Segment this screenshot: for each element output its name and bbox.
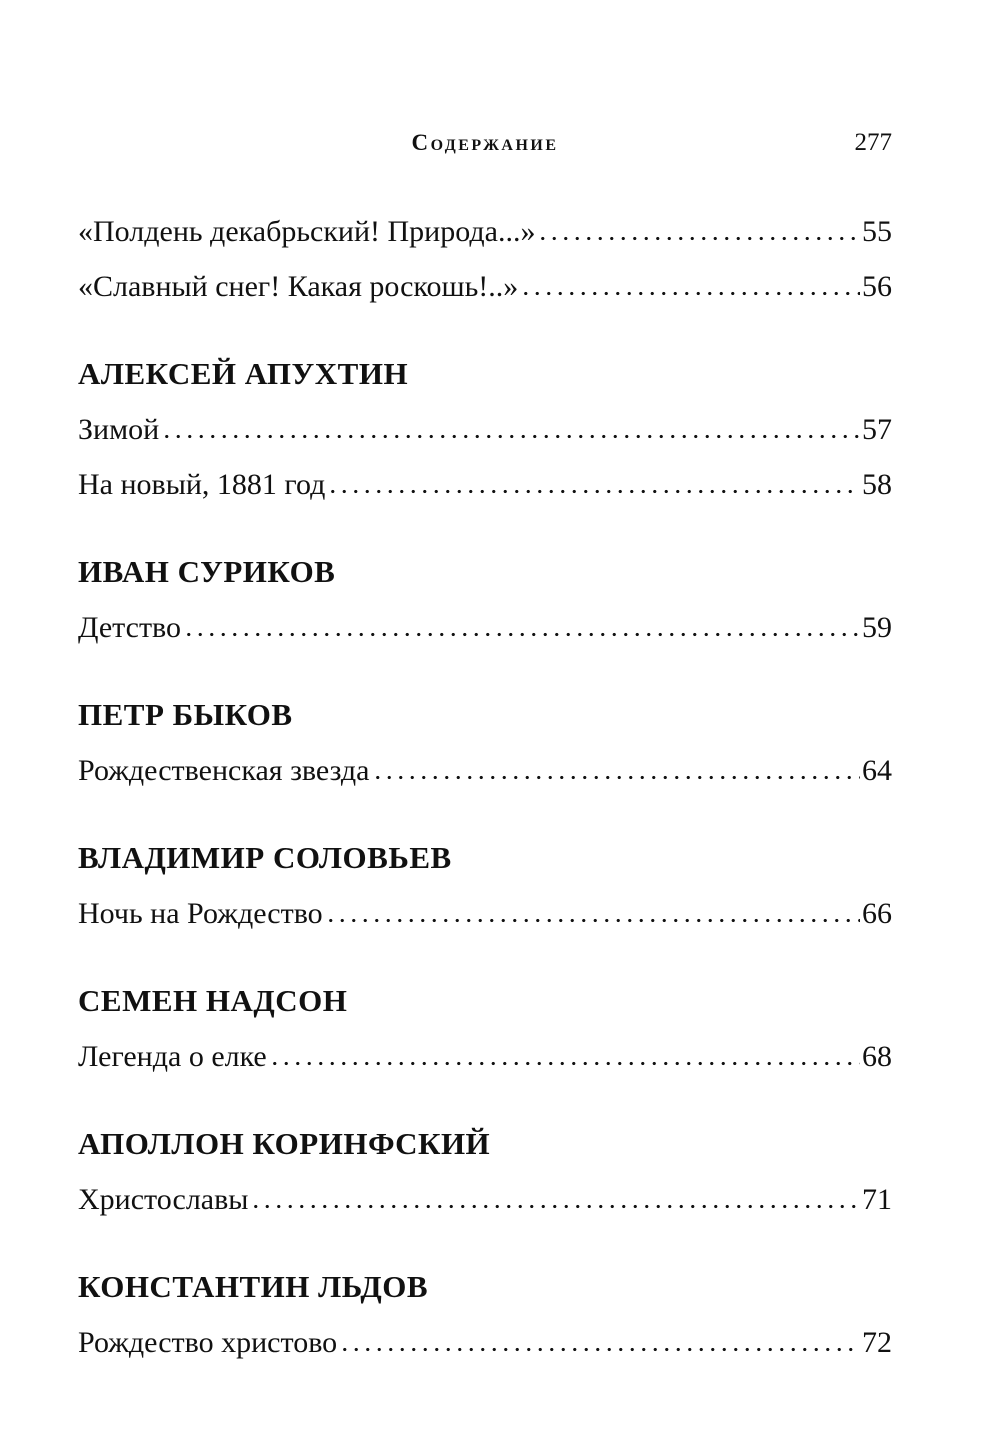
dot-leader <box>268 1046 860 1066</box>
toc-entry: «Славный снег! Какая роскошь!..» 56 <box>78 259 892 314</box>
entry-title: Зимой <box>78 413 160 446</box>
dot-leader <box>161 419 860 439</box>
toc-section: КОНСТАНТИН ЛЬДОВ Рождество христово 72 <box>78 1258 892 1370</box>
entry-page-number: 64 <box>862 754 892 787</box>
dot-leader <box>520 276 860 296</box>
toc-section: АПОЛЛОН КОРИНФСКИЙ Христославы 71 <box>78 1115 892 1227</box>
author-heading: СЕМЕН НАДСОН <box>78 983 348 1018</box>
toc-entry: Легенда о елке 68 <box>78 1029 892 1084</box>
dot-leader <box>324 903 860 923</box>
dot-leader <box>371 760 860 780</box>
toc-section: СЕМЕН НАДСОН Легенда о елке 68 <box>78 972 892 1084</box>
entry-title: «Полдень декабрьский! Природа...» <box>78 215 536 248</box>
table-of-contents: «Полдень декабрьский! Природа...» 55 «Слав… <box>78 204 892 1370</box>
entry-page-number: 55 <box>862 215 892 248</box>
entry-title: Рождественская звезда <box>78 754 370 787</box>
toc-section: ВЛАДИМИР СОЛОВЬЕВ Ночь на Рождество 66 <box>78 829 892 941</box>
author-heading: ПЕТР БЫКОВ <box>78 697 293 732</box>
dot-leader <box>537 221 860 241</box>
entry-page-number: 72 <box>862 1326 892 1359</box>
running-title: Содержание <box>411 130 559 155</box>
toc-section: «Полдень декабрьский! Природа...» 55 «Слав… <box>78 204 892 314</box>
dot-leader <box>339 1332 860 1352</box>
dot-leader <box>183 617 860 637</box>
author-heading: АПОЛЛОН КОРИНФСКИЙ <box>78 1126 491 1161</box>
entry-title: На новый, 1881 год <box>78 468 326 501</box>
author-heading: ИВАН СУРИКОВ <box>78 554 336 589</box>
entry-title: «Славный снег! Какая роскошь!..» <box>78 270 519 303</box>
entry-title: Рождество христово <box>78 1326 338 1359</box>
toc-entry: Зимой 57 <box>78 402 892 457</box>
toc-entry: На новый, 1881 год 58 <box>78 457 892 512</box>
dot-leader <box>327 474 860 494</box>
page-number: 277 <box>854 129 893 156</box>
author-heading: АЛЕКСЕЙ АПУХТИН <box>78 356 409 391</box>
entry-page-number: 71 <box>862 1183 892 1216</box>
entry-title: Ночь на Рождество <box>78 897 323 930</box>
toc-section: ИВАН СУРИКОВ Детство 59 <box>78 543 892 655</box>
toc-section: ПЕТР БЫКОВ Рождественская звезда 64 <box>78 686 892 798</box>
entry-title: Детство <box>78 611 182 644</box>
entry-title: Христославы <box>78 1183 249 1216</box>
author-heading: КОНСТАНТИН ЛЬДОВ <box>78 1269 429 1304</box>
toc-entry: Ночь на Рождество 66 <box>78 886 892 941</box>
running-header: Содержание 277 <box>78 123 892 163</box>
entry-page-number: 66 <box>862 897 892 930</box>
toc-entry: Христославы 71 <box>78 1172 892 1227</box>
toc-entry: Рождественская звезда 64 <box>78 743 892 798</box>
toc-entry: Рождество христово 72 <box>78 1315 892 1370</box>
toc-section: АЛЕКСЕЙ АПУХТИН Зимой 57 На новый, 1881 год… <box>78 345 892 512</box>
author-heading: ВЛАДИМИР СОЛОВЬЕВ <box>78 840 452 875</box>
dot-leader <box>250 1189 860 1209</box>
toc-entry: «Полдень декабрьский! Природа...» 55 <box>78 204 892 259</box>
toc-entry: Детство 59 <box>78 600 892 655</box>
entry-page-number: 58 <box>862 468 892 501</box>
entry-page-number: 57 <box>862 413 892 446</box>
entry-page-number: 59 <box>862 611 892 644</box>
entry-page-number: 56 <box>862 270 892 303</box>
entry-title: Легенда о елке <box>78 1040 267 1073</box>
entry-page-number: 68 <box>862 1040 892 1073</box>
